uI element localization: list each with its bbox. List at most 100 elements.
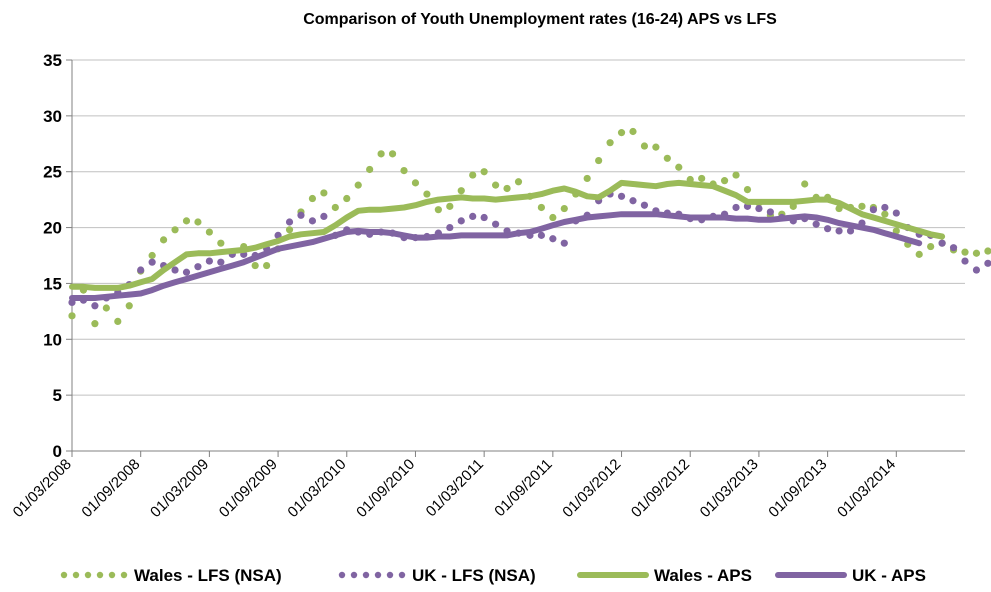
data-point bbox=[285, 218, 294, 226]
data-point bbox=[583, 174, 591, 183]
data-point bbox=[320, 212, 328, 220]
data-point bbox=[549, 235, 557, 243]
data-point bbox=[343, 194, 351, 203]
data-point bbox=[171, 266, 179, 274]
data-point bbox=[961, 248, 969, 256]
data-point bbox=[446, 202, 454, 210]
data-point bbox=[320, 189, 328, 197]
data-point bbox=[835, 227, 843, 235]
data-point bbox=[698, 174, 706, 183]
data-point bbox=[537, 203, 545, 212]
legend-marker-dot bbox=[362, 571, 370, 579]
data-point bbox=[263, 261, 271, 270]
data-point bbox=[915, 250, 923, 258]
data-point bbox=[125, 302, 133, 310]
data-point bbox=[640, 142, 649, 150]
legend: Wales - LFS (NSA) UK - LFS (NSA) Wales - A… bbox=[60, 566, 926, 585]
legend-marker-dot bbox=[108, 571, 116, 579]
data-point bbox=[846, 227, 855, 235]
data-point bbox=[927, 242, 935, 251]
data-point bbox=[102, 304, 110, 312]
data-point bbox=[331, 203, 339, 212]
data-point bbox=[824, 225, 832, 233]
data-point bbox=[297, 211, 305, 219]
data-point bbox=[182, 268, 191, 276]
data-point bbox=[251, 261, 259, 270]
x-tick-label: 01/09/2013 bbox=[765, 456, 830, 521]
data-point bbox=[366, 165, 374, 174]
data-point bbox=[377, 150, 385, 158]
data-point bbox=[217, 239, 225, 247]
legend-marker-dot bbox=[374, 571, 382, 579]
data-point bbox=[492, 220, 500, 228]
data-point bbox=[137, 266, 145, 274]
data-point bbox=[91, 320, 99, 328]
legend-marker-dot bbox=[60, 571, 68, 579]
data-point bbox=[743, 185, 752, 194]
data-point bbox=[755, 204, 763, 213]
y-tick-label: 30 bbox=[43, 107, 62, 126]
data-point bbox=[972, 249, 981, 257]
data-point bbox=[354, 181, 362, 189]
series-layer bbox=[68, 127, 991, 328]
data-point bbox=[171, 226, 179, 234]
series-2 bbox=[69, 179, 946, 291]
data-point bbox=[732, 203, 740, 212]
series-3 bbox=[69, 211, 923, 301]
legend-marker-dot bbox=[350, 571, 358, 579]
x-tick-label: 01/09/2012 bbox=[628, 456, 693, 521]
data-point bbox=[480, 213, 488, 222]
data-point bbox=[148, 251, 156, 260]
data-point bbox=[949, 244, 958, 252]
data-point bbox=[194, 263, 202, 271]
data-point bbox=[469, 171, 477, 179]
x-tick-label: 01/03/2013 bbox=[697, 456, 762, 521]
legend-item: Wales - APS bbox=[577, 566, 752, 585]
legend-label: Wales - APS bbox=[654, 566, 752, 585]
data-point bbox=[560, 204, 568, 213]
data-point bbox=[148, 258, 156, 266]
x-tick-label: 01/03/2009 bbox=[147, 456, 212, 521]
data-point bbox=[732, 171, 740, 179]
data-point bbox=[194, 218, 202, 226]
data-point bbox=[423, 190, 431, 198]
data-point bbox=[881, 210, 889, 218]
x-tick-label: 01/09/2009 bbox=[216, 456, 281, 521]
y-tick-label: 20 bbox=[43, 219, 62, 238]
data-point bbox=[629, 197, 637, 205]
legend-marker-dot bbox=[398, 571, 406, 579]
y-tick-label: 15 bbox=[43, 274, 62, 293]
data-point bbox=[503, 184, 511, 193]
x-tick-label: 01/03/2010 bbox=[284, 456, 349, 521]
data-point bbox=[217, 258, 225, 266]
data-point bbox=[469, 212, 477, 220]
data-point bbox=[434, 206, 442, 214]
data-point bbox=[91, 302, 99, 310]
data-point bbox=[308, 194, 317, 203]
data-point bbox=[159, 236, 168, 244]
x-tick-label: 01/03/2011 bbox=[423, 456, 487, 520]
y-tick-label: 35 bbox=[43, 51, 62, 70]
data-point bbox=[388, 150, 397, 158]
data-point bbox=[881, 203, 889, 212]
legend-marker-dot bbox=[84, 571, 92, 579]
data-point bbox=[400, 166, 408, 175]
data-point bbox=[961, 257, 969, 265]
x-tick-label: 01/09/2010 bbox=[353, 456, 418, 521]
x-tick-label: 01/09/2008 bbox=[78, 456, 143, 521]
legend-label: Wales - LFS (NSA) bbox=[134, 566, 282, 585]
data-point bbox=[114, 317, 122, 326]
data-point bbox=[182, 217, 191, 225]
data-point bbox=[285, 226, 294, 234]
grid-layer bbox=[72, 59, 965, 396]
data-point bbox=[663, 154, 671, 162]
data-point bbox=[480, 168, 488, 176]
data-point bbox=[858, 202, 866, 210]
series-line bbox=[69, 211, 923, 301]
chart-title: Comparison of Youth Unemployment rates (… bbox=[303, 11, 777, 28]
data-point bbox=[812, 220, 820, 228]
data-point bbox=[492, 181, 500, 189]
data-point bbox=[984, 259, 991, 267]
series-line bbox=[69, 179, 946, 291]
